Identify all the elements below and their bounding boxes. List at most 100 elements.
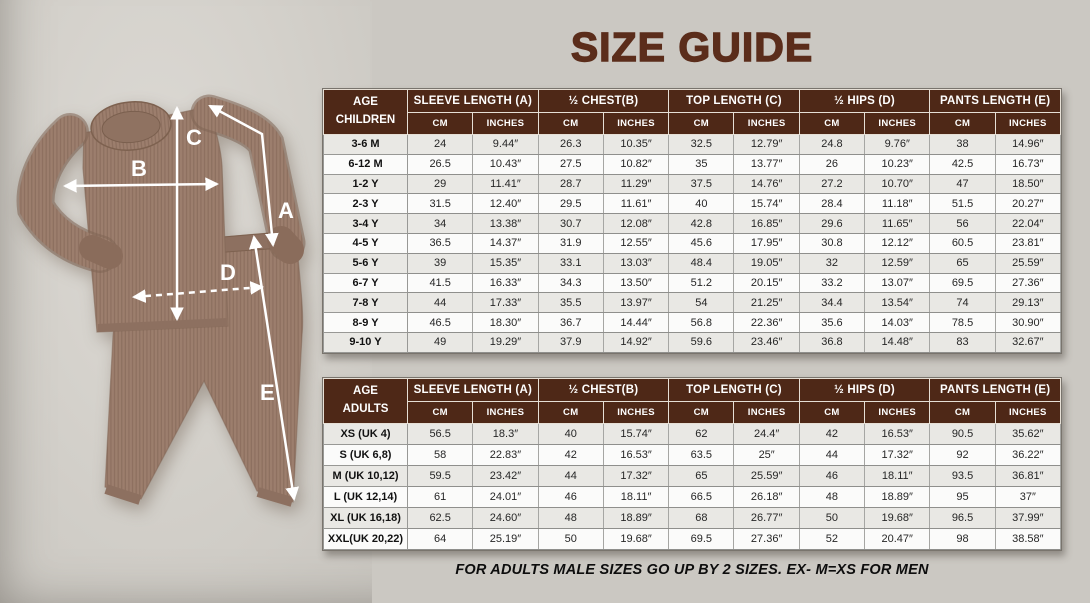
value-cell: 15.74″ xyxy=(602,423,670,445)
value-cell: 48 xyxy=(537,507,604,529)
age-cell: M (UK 10,12) xyxy=(323,465,408,487)
value-cell: 33.2 xyxy=(798,272,866,294)
value-cell: 26 xyxy=(798,153,866,175)
unit-header: CM xyxy=(929,112,996,135)
value-cell: 93.5 xyxy=(929,465,996,487)
footer-note: FOR ADULTS MALE SIZES GO UP BY 2 SIZES. … xyxy=(455,562,929,578)
group-header-row: AGE CHILDREN SLEEVE LENGTH (A) ½ CHEST(B)… xyxy=(323,89,1061,135)
measurement-group-header: PANTS LENGTH (E) xyxy=(929,378,1061,402)
size-row: 5-6 Y 39 15.35″ 33.1 13.03″ 48.4 19.05″ … xyxy=(323,252,1062,274)
age-column-header: AGE ADULTS xyxy=(323,378,408,424)
value-cell: 34.3 xyxy=(537,272,604,294)
value-cell: 26.18″ xyxy=(733,486,800,508)
value-cell: 12.12″ xyxy=(864,232,931,254)
value-cell: 35.6 xyxy=(798,312,866,333)
age-cell: 3-4 Y xyxy=(323,213,408,234)
value-cell: 18.11″ xyxy=(602,486,670,508)
value-cell: 36.7 xyxy=(537,312,604,333)
value-cell: 12.59″ xyxy=(864,252,931,274)
value-cell: 14.37″ xyxy=(472,232,539,254)
value-cell: 14.44″ xyxy=(602,312,670,333)
unit-header: INCHES xyxy=(602,401,670,424)
value-cell: 64 xyxy=(406,528,474,550)
value-cell: 44 xyxy=(798,444,866,466)
age-cell: XS (UK 4) xyxy=(323,423,408,445)
value-cell: 18.11″ xyxy=(864,465,931,487)
value-cell: 11.61″ xyxy=(602,193,670,215)
size-row: M (UK 10,12) 59.5 23.42″ 44 17.32″ 65 25… xyxy=(323,465,1062,487)
value-cell: 95 xyxy=(929,486,996,508)
value-cell: 42.8 xyxy=(668,213,735,234)
value-cell: 69.5 xyxy=(668,528,735,550)
value-cell: 32 xyxy=(798,252,866,274)
value-cell: 32.67″ xyxy=(994,331,1062,353)
value-cell: 46 xyxy=(798,465,866,487)
value-cell: 27.5 xyxy=(537,153,604,175)
value-cell: 11.41″ xyxy=(472,173,539,195)
value-cell: 34.4 xyxy=(798,292,866,314)
value-cell: 16.85″ xyxy=(733,213,800,234)
adults-table-wrap: AGE ADULTS SLEEVE LENGTH (A) ½ CHEST(B) TO… xyxy=(322,377,1062,551)
value-cell: 30.90″ xyxy=(994,312,1062,333)
value-cell: 16.33″ xyxy=(472,272,539,294)
value-cell: 30.8 xyxy=(798,232,866,254)
value-cell: 22.83″ xyxy=(472,444,539,466)
value-cell: 20.27″ xyxy=(994,193,1062,215)
value-cell: 11.65″ xyxy=(864,213,931,234)
age-cell: XXL(UK 20,22) xyxy=(323,528,408,550)
value-cell: 13.77″ xyxy=(733,153,800,175)
age-header-line1: AGE xyxy=(353,96,378,109)
value-cell: 38 xyxy=(929,134,996,155)
pants-left-cuff xyxy=(104,484,142,505)
value-cell: 66.5 xyxy=(668,486,735,508)
unit-header: INCHES xyxy=(864,112,931,135)
value-cell: 29 xyxy=(406,173,474,195)
unit-header: CM xyxy=(537,401,604,424)
units-header-row: CM INCHES CM INCHES CM INCHES CM INCHES CM INCHES xyxy=(324,401,1062,424)
value-cell: 78.5 xyxy=(929,312,996,333)
value-cell: 17.33″ xyxy=(472,292,539,314)
measure-label-c: C xyxy=(186,125,202,150)
value-cell: 14.76″ xyxy=(733,173,800,195)
value-cell: 56 xyxy=(929,213,996,234)
value-cell: 18.89″ xyxy=(602,507,670,529)
value-cell: 58 xyxy=(406,444,474,466)
value-cell: 96.5 xyxy=(929,507,996,529)
value-cell: 9.76″ xyxy=(864,134,931,155)
measurement-group-header: ½ CHEST(B) xyxy=(537,378,670,402)
value-cell: 18.30″ xyxy=(472,312,539,333)
value-cell: 27.36″ xyxy=(994,272,1062,294)
measurement-group-header: SLEEVE LENGTH (A) xyxy=(407,89,539,113)
size-row: 2-3 Y 31.5 12.40″ 29.5 11.61″ 40 15.74″ … xyxy=(323,193,1062,215)
shirt-collar xyxy=(90,101,172,151)
value-cell: 13.54″ xyxy=(864,292,931,314)
value-cell: 39 xyxy=(406,252,474,274)
value-cell: 23.81″ xyxy=(994,232,1062,254)
size-row: 6-12 M 26.5 10.43″ 27.5 10.82″ 35 13.77″… xyxy=(323,153,1062,175)
value-cell: 44 xyxy=(406,292,474,314)
value-cell: 12.08″ xyxy=(602,213,670,234)
value-cell: 26.5 xyxy=(406,153,474,175)
value-cell: 69.5 xyxy=(929,272,996,294)
age-header-line2: CHILDREN xyxy=(335,114,396,126)
measurement-group-header: ½ HIPS (D) xyxy=(798,378,931,402)
value-cell: 29.6 xyxy=(798,213,866,234)
group-header-row: AGE ADULTS SLEEVE LENGTH (A) ½ CHEST(B) TO… xyxy=(323,378,1061,424)
value-cell: 74 xyxy=(929,292,996,314)
value-cell: 61 xyxy=(406,486,474,508)
value-cell: 22.36″ xyxy=(733,312,800,333)
value-cell: 35.62″ xyxy=(994,423,1062,445)
value-cell: 25.59″ xyxy=(994,252,1062,274)
size-row: 3-6 M 24 9.44″ 26.3 10.35″ 32.5 12.79″ 2… xyxy=(323,134,1062,155)
unit-header: CM xyxy=(537,112,604,135)
value-cell: 62 xyxy=(668,423,735,445)
value-cell: 49 xyxy=(406,331,474,353)
value-cell: 63.5 xyxy=(668,444,735,466)
value-cell: 37.99″ xyxy=(994,507,1062,529)
unit-header: CM xyxy=(798,112,866,135)
value-cell: 18.89″ xyxy=(864,486,931,508)
value-cell: 32.5 xyxy=(668,134,735,155)
unit-header: INCHES xyxy=(472,112,539,135)
size-row: 9-10 Y 49 19.29″ 37.9 14.92″ 59.6 23.46″… xyxy=(323,331,1062,353)
value-cell: 24.4″ xyxy=(733,423,800,445)
